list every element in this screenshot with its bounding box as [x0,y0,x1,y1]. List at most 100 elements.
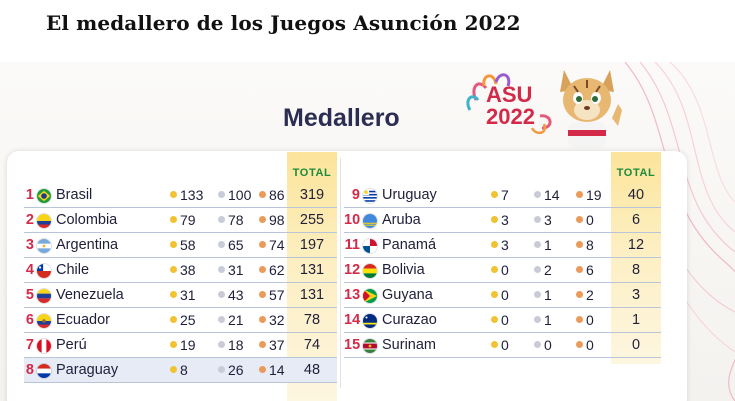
flag-bolivia-icon [362,263,378,279]
country-name: Surinam [382,337,436,353]
bronze-medal-dot-icon [259,241,266,248]
bronze-medal-value: 74 [269,237,285,253]
table-row: 6 Ecuador 25 21 32 78 [24,308,337,333]
flag-argentina-icon [36,238,52,254]
gold-medal-value: 8 [180,362,188,378]
rank-number: 12 [344,262,361,278]
total-medal-count: 197 [299,237,325,253]
row-separator [24,207,337,208]
gold-medal-value: 38 [180,262,196,278]
bronze-medal-value: 37 [269,337,285,353]
article-headline: El medallero de los Juegos Asunción 2022 [46,11,521,35]
row-separator [24,332,337,333]
silver-medal-dot-icon [534,241,541,248]
gold-medal-value: 0 [501,337,509,353]
bronze-medal-value: 0 [586,312,594,328]
gold-medal-count: 0 [491,337,509,353]
flag-brazil-icon [36,188,52,204]
table-row: 3 Argentina 58 65 74 197 [24,233,337,258]
country-name: Chile [56,262,90,278]
bronze-medal-count: 74 [259,237,285,253]
table-row: 8 Paraguay 8 26 14 48 [24,358,337,383]
bronze-medal-count: 57 [259,287,285,303]
bronze-medal-count: 0 [576,212,594,228]
silver-medal-count: 1 [534,312,552,328]
table-row: 4 Chile 38 31 62 131 [24,258,337,283]
row-separator [24,257,337,258]
gold-medal-count: 3 [491,212,509,228]
rank-number: 5 [25,287,34,303]
asu-2022-logo-petals-icon [466,73,552,134]
bronze-medal-dot-icon [576,191,583,198]
bronze-medal-value: 19 [586,187,602,203]
gold-medal-value: 31 [180,287,196,303]
flag-uruguay-icon [362,188,378,204]
bronze-medal-count: 19 [576,187,602,203]
table-row: 7 Perú 19 18 37 74 [24,333,337,358]
silver-medal-count: 26 [218,362,244,378]
flag-panama-icon [362,238,378,254]
gold-medal-count: 58 [170,237,196,253]
total-medal-count: 319 [299,187,325,203]
gold-medal-count: 7 [491,187,509,203]
bronze-medal-value: 14 [269,362,285,378]
bronze-medal-value: 0 [586,212,594,228]
gold-medal-count: 0 [491,262,509,278]
country-name: Brasil [56,187,93,203]
bronze-medal-dot-icon [259,341,266,348]
total-medal-count: 74 [303,337,321,353]
gold-medal-count: 19 [170,337,196,353]
silver-medal-count: 78 [218,212,244,228]
total-medal-count: 0 [631,337,641,353]
silver-medal-dot-icon [534,266,541,273]
silver-medal-value: 0 [544,337,552,353]
silver-medal-value: 1 [544,287,552,303]
silver-medal-dot-icon [534,341,541,348]
gold-medal-dot-icon [491,341,498,348]
bronze-medal-dot-icon [259,366,266,373]
gold-medal-count: 31 [170,287,196,303]
total-medal-count: 78 [303,312,321,328]
row-separator [24,232,337,233]
row-separator [24,307,337,308]
total-medal-count: 6 [631,212,641,228]
rank-number: 4 [25,262,34,278]
table-row: 15 Surinam 0 0 0 0 [344,333,661,358]
bronze-medal-count: 0 [576,312,594,328]
gold-medal-count: 3 [491,237,509,253]
silver-medal-dot-icon [534,316,541,323]
bronze-medal-value: 6 [586,262,594,278]
bronze-medal-value: 98 [269,212,285,228]
total-medal-count: 8 [631,262,641,278]
table-row: 11 Panamá 3 1 8 12 [344,233,661,258]
silver-medal-value: 100 [228,187,252,203]
silver-medal-count: 14 [534,187,560,203]
rank-number: 7 [25,337,34,353]
bronze-medal-count: 37 [259,337,285,353]
country-name: Paraguay [56,362,119,378]
silver-medal-count: 31 [218,262,244,278]
flag-suriname-icon [362,338,378,354]
bronze-medal-dot-icon [576,341,583,348]
total-column-right [611,152,661,364]
silver-medal-dot-icon [218,191,225,198]
row-separator [344,282,661,283]
silver-medal-value: 31 [228,262,244,278]
gold-medal-dot-icon [491,291,498,298]
bronze-medal-value: 2 [586,287,594,303]
silver-medal-dot-icon [218,291,225,298]
bronze-medal-dot-icon [576,241,583,248]
bronze-medal-value: 0 [586,337,594,353]
bronze-medal-dot-icon [259,291,266,298]
silver-medal-value: 43 [228,287,244,303]
total-medal-count: 3 [631,287,641,303]
silver-medal-count: 100 [218,187,251,203]
flag-chile-icon [36,263,52,279]
gold-medal-value: 25 [180,312,196,328]
bronze-medal-dot-icon [576,216,583,223]
gold-medal-dot-icon [491,216,498,223]
silver-medal-dot-icon [534,291,541,298]
table-row: 5 Venezuela 31 43 57 131 [24,283,337,308]
flag-ecuador-icon [36,313,52,329]
gold-medal-value: 58 [180,237,196,253]
